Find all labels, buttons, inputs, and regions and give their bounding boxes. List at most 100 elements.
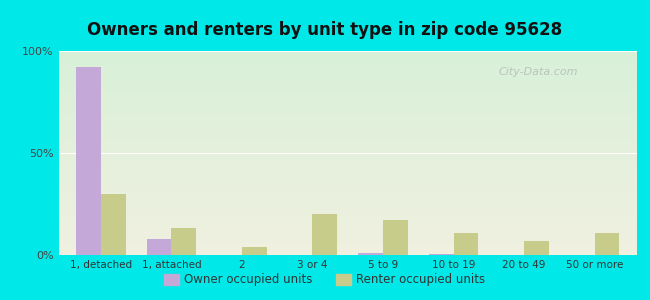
Bar — [58, 73, 637, 74]
Bar — [58, 66, 637, 67]
Legend: Owner occupied units, Renter occupied units: Owner occupied units, Renter occupied un… — [160, 269, 490, 291]
Bar — [58, 214, 637, 216]
Bar — [58, 252, 637, 253]
Bar — [58, 52, 637, 54]
Bar — [58, 104, 637, 105]
Bar — [58, 99, 637, 100]
Bar — [454, 232, 478, 255]
Bar — [58, 128, 637, 130]
Bar — [58, 161, 637, 163]
Bar — [58, 188, 637, 190]
Bar — [58, 81, 637, 82]
Bar — [58, 122, 637, 123]
Bar — [58, 93, 637, 94]
Bar — [58, 183, 637, 184]
Bar — [58, 150, 637, 152]
Bar — [58, 67, 637, 69]
Bar — [58, 221, 637, 222]
Bar — [58, 194, 637, 195]
Bar — [58, 80, 637, 81]
Bar — [58, 233, 637, 235]
Bar — [58, 203, 637, 205]
Bar — [58, 237, 637, 239]
Bar — [58, 153, 637, 154]
Bar — [58, 96, 637, 97]
Bar — [58, 230, 637, 232]
Bar — [58, 244, 637, 245]
Bar — [58, 224, 637, 225]
Bar — [58, 236, 637, 237]
Bar — [58, 123, 637, 124]
Bar — [58, 199, 637, 201]
Bar — [58, 186, 637, 187]
Bar — [58, 218, 637, 220]
Bar — [58, 192, 637, 194]
Bar — [58, 86, 637, 88]
Bar — [58, 127, 637, 128]
Bar — [58, 138, 637, 140]
Bar — [58, 207, 637, 209]
Bar — [58, 118, 637, 119]
Bar — [58, 133, 637, 134]
Bar — [58, 124, 637, 126]
Bar — [58, 156, 637, 157]
Bar — [58, 179, 637, 180]
Bar — [58, 154, 637, 156]
Bar — [358, 253, 383, 255]
Bar — [58, 90, 637, 92]
Bar — [58, 108, 637, 110]
Bar — [58, 58, 637, 59]
Bar — [101, 194, 125, 255]
Bar — [58, 229, 637, 230]
Bar — [58, 178, 637, 179]
Bar — [58, 152, 637, 153]
Bar — [58, 167, 637, 168]
Bar — [58, 55, 637, 56]
Bar — [242, 247, 266, 255]
Bar — [58, 148, 637, 149]
Bar — [58, 184, 637, 186]
Bar — [58, 187, 637, 188]
Bar — [58, 243, 637, 244]
Bar — [58, 164, 637, 165]
Bar — [58, 116, 637, 118]
Bar — [58, 157, 637, 158]
Bar — [58, 190, 637, 191]
Bar — [58, 56, 637, 58]
Bar — [58, 142, 637, 143]
Bar — [58, 89, 637, 90]
Bar — [58, 140, 637, 141]
Bar — [58, 71, 637, 73]
Bar — [313, 214, 337, 255]
Bar — [58, 114, 637, 115]
Bar — [58, 137, 637, 138]
Bar — [58, 201, 637, 202]
Bar — [58, 64, 637, 66]
Bar — [58, 212, 637, 213]
Bar — [58, 145, 637, 146]
Bar — [58, 173, 637, 175]
Bar — [58, 77, 637, 78]
Bar — [147, 239, 172, 255]
Bar — [58, 232, 637, 233]
Bar — [58, 180, 637, 181]
Bar — [58, 168, 637, 169]
Bar — [58, 210, 637, 212]
Bar — [58, 160, 637, 161]
Bar — [58, 216, 637, 217]
Bar — [58, 242, 637, 243]
Bar — [58, 130, 637, 131]
Bar — [58, 111, 637, 112]
Bar — [58, 169, 637, 171]
Bar — [58, 82, 637, 84]
Bar — [58, 248, 637, 250]
Bar — [58, 135, 637, 137]
Bar — [58, 245, 637, 247]
Bar — [58, 226, 637, 228]
Bar — [58, 112, 637, 114]
Bar — [58, 143, 637, 145]
Bar — [58, 131, 637, 133]
Bar — [58, 247, 637, 248]
Bar — [429, 254, 454, 255]
Bar — [58, 94, 637, 96]
